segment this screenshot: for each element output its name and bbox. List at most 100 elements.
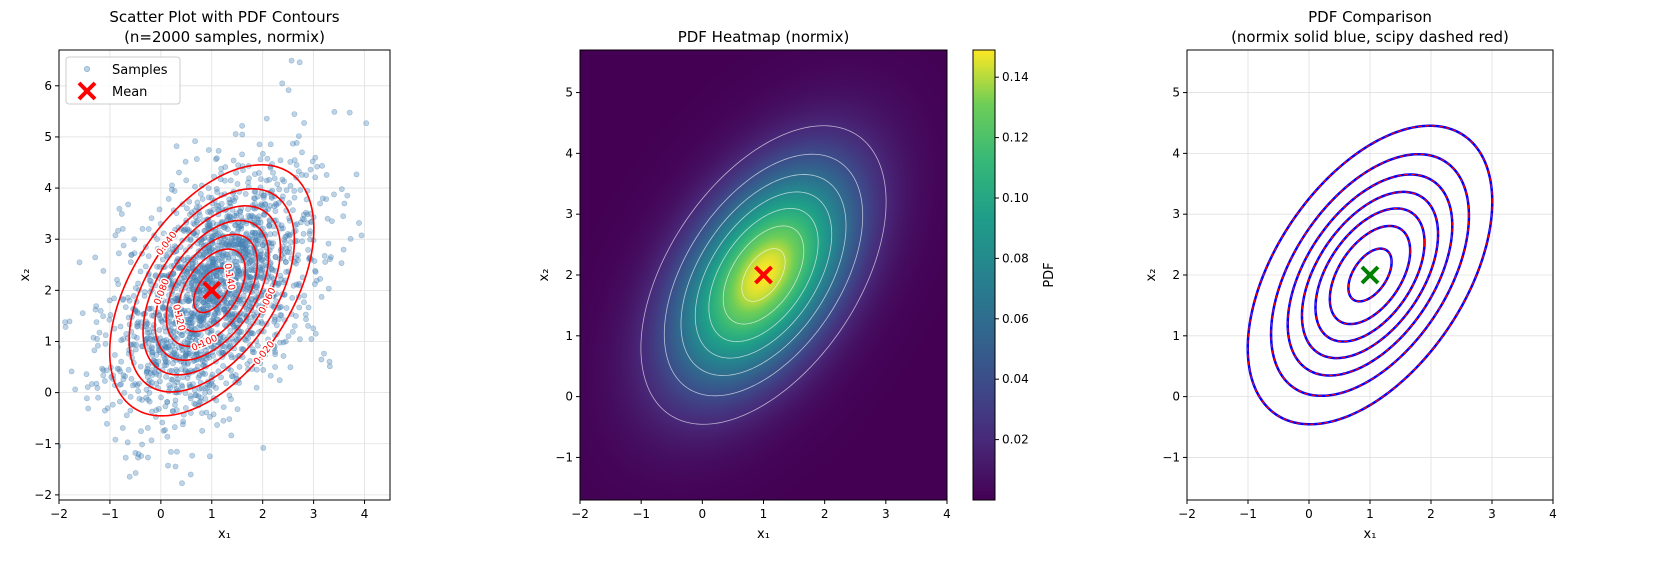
sample-point	[266, 274, 273, 281]
sample-point	[135, 388, 141, 394]
sample-point	[323, 196, 330, 202]
colorbar-tick-label: 0.06	[1002, 312, 1029, 326]
sample-point	[255, 216, 262, 223]
sample-point	[245, 318, 251, 325]
sample-point	[163, 362, 169, 368]
sample-point	[208, 317, 215, 324]
sample-point	[156, 372, 163, 379]
sample-point	[171, 351, 178, 358]
sample-point	[144, 329, 151, 336]
sample-point	[233, 210, 240, 217]
sample-point	[228, 260, 235, 267]
sample-point	[160, 230, 167, 237]
sample-point	[200, 315, 207, 322]
sample-point	[227, 214, 234, 221]
sample-point	[254, 342, 261, 349]
sample-point	[232, 222, 239, 229]
sample-point	[236, 241, 243, 248]
sample-point	[358, 232, 365, 239]
sample-point	[228, 396, 234, 403]
sample-point	[231, 212, 238, 219]
sample-point	[215, 309, 222, 316]
y-tick-label: 4	[44, 181, 52, 195]
sample-point	[161, 362, 168, 368]
sample-point	[193, 219, 200, 226]
sample-point	[204, 274, 211, 281]
sample-point	[209, 371, 216, 378]
sample-point	[191, 274, 198, 281]
sample-point	[194, 229, 201, 235]
sample-point	[190, 334, 196, 340]
sample-point	[217, 335, 223, 342]
sample-point	[208, 209, 215, 216]
sample-point	[215, 300, 221, 307]
sample-point	[189, 264, 196, 270]
sample-point	[188, 338, 195, 345]
sample-point	[146, 305, 153, 312]
sample-point	[132, 381, 138, 387]
sample-point	[191, 400, 198, 407]
sample-point	[292, 313, 299, 319]
sample-point	[136, 380, 142, 387]
sample-point	[172, 463, 179, 470]
sample-point	[120, 296, 126, 303]
sample-point	[186, 381, 193, 388]
sample-point	[137, 268, 144, 275]
sample-point	[234, 281, 241, 288]
y-tick-label: 2	[565, 268, 573, 282]
sample-point	[220, 278, 226, 285]
sample-point	[213, 384, 219, 391]
sample-point	[301, 120, 307, 126]
sample-point	[148, 437, 155, 444]
sample-point	[164, 399, 170, 405]
sample-point	[229, 263, 236, 270]
sample-point	[102, 407, 108, 414]
sample-point	[210, 206, 217, 213]
sample-point	[227, 328, 234, 334]
sample-point	[118, 358, 125, 365]
sample-point	[198, 272, 205, 279]
sample-point	[125, 201, 132, 208]
sample-point	[144, 365, 151, 372]
sample-point	[240, 292, 247, 299]
sample-point	[231, 237, 238, 244]
sample-point	[237, 208, 243, 215]
sample-point	[203, 409, 210, 416]
sample-point	[296, 59, 303, 66]
sample-point	[93, 319, 100, 325]
sample-point	[222, 343, 229, 350]
sample-point	[212, 310, 218, 317]
sample-point	[222, 315, 229, 322]
sample-point	[259, 242, 266, 249]
sample-point	[209, 246, 216, 252]
sample-point	[303, 172, 310, 178]
sample-point	[148, 305, 155, 312]
sample-point	[141, 292, 148, 299]
sample-point	[179, 332, 186, 338]
chart-title: PDF Heatmap (normix)	[678, 28, 850, 46]
sample-point	[247, 358, 253, 364]
sample-point	[290, 282, 297, 289]
sample-point	[202, 347, 209, 354]
x-tick-label: −1	[101, 507, 119, 521]
sample-point	[326, 256, 333, 263]
chart-title: PDF Comparison	[1308, 8, 1432, 26]
sample-point	[221, 283, 228, 290]
sample-point	[112, 436, 119, 443]
sample-point	[259, 202, 265, 209]
sample-point	[229, 313, 236, 319]
sample-point	[293, 162, 300, 168]
sample-point	[185, 266, 191, 273]
sample-point	[148, 332, 154, 339]
sample-point	[148, 379, 155, 386]
sample-point	[205, 296, 212, 303]
sample-point	[144, 454, 151, 461]
sample-point	[231, 285, 237, 292]
sample-point	[210, 261, 217, 267]
sample-point	[268, 240, 275, 247]
sample-point	[189, 324, 195, 331]
plot-area	[580, 50, 947, 500]
sample-point	[250, 330, 256, 337]
sample-point	[179, 298, 186, 305]
